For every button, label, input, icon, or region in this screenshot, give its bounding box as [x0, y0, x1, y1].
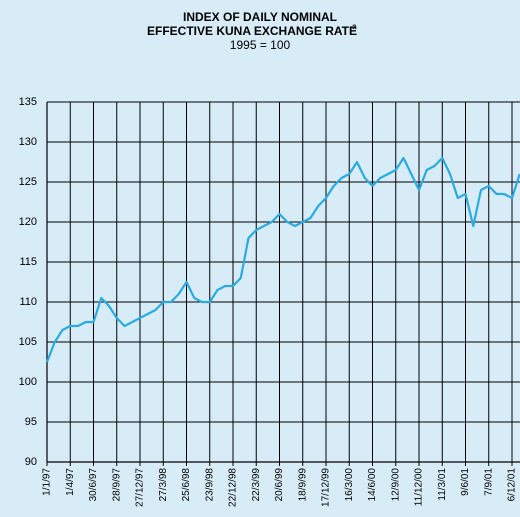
chart-title: INDEX OF DAILY NOMINAL [183, 10, 337, 24]
x-tick-label: 7/9/01 [483, 468, 494, 496]
x-tick-label: 11/3/01 [437, 468, 448, 501]
y-tick-label: 95 [25, 416, 37, 428]
data-line [45, 156, 520, 363]
x-tick-label: 12/9/00 [390, 468, 401, 502]
x-tick-label: 6/12/01 [507, 468, 518, 502]
y-tick-label: 120 [19, 216, 37, 228]
x-tick-label: 17/12/99 [321, 468, 332, 507]
x-tick-label: 27/12/97 [135, 468, 146, 507]
x-tick-label: 11/12/00 [414, 468, 425, 507]
x-tick-label: 25/6/98 [181, 468, 192, 502]
x-tick-label: 14/6/00 [367, 468, 378, 502]
x-tick-label: 18/9/99 [297, 468, 308, 502]
x-tick-label: 23/9/98 [204, 468, 215, 502]
x-tick-label: 16/3/00 [344, 468, 355, 502]
chart-title: EFFECTIVE KUNA EXCHANGE RATE [147, 24, 357, 38]
y-tick-label: 130 [19, 136, 37, 148]
y-tick-label: 125 [19, 176, 37, 188]
x-tick-label: 27/3/98 [158, 468, 169, 502]
x-tick-label: 30/6/97 [88, 468, 99, 502]
x-tick-label: 20/6/99 [274, 468, 285, 502]
x-tick-label: 1/4/97 [65, 468, 76, 496]
title-footnote-marker: a [352, 22, 357, 31]
y-tick-label: 115 [19, 256, 37, 268]
y-tick-label: 105 [19, 336, 37, 348]
x-tick-label: 9/6/01 [460, 468, 471, 496]
y-tick-label: 90 [25, 456, 37, 468]
y-tick-label: 100 [19, 376, 37, 388]
x-tick-label: 22/3/99 [251, 468, 262, 502]
x-tick-label: 1/1/97 [42, 468, 53, 496]
y-tick-label: 110 [19, 296, 37, 308]
x-tick-label: 28/9/97 [111, 468, 122, 502]
x-tick-label: 22/12/98 [228, 468, 239, 507]
y-tick-label: 135 [19, 96, 37, 108]
chart-subtitle: 1995 = 100 [230, 38, 291, 52]
